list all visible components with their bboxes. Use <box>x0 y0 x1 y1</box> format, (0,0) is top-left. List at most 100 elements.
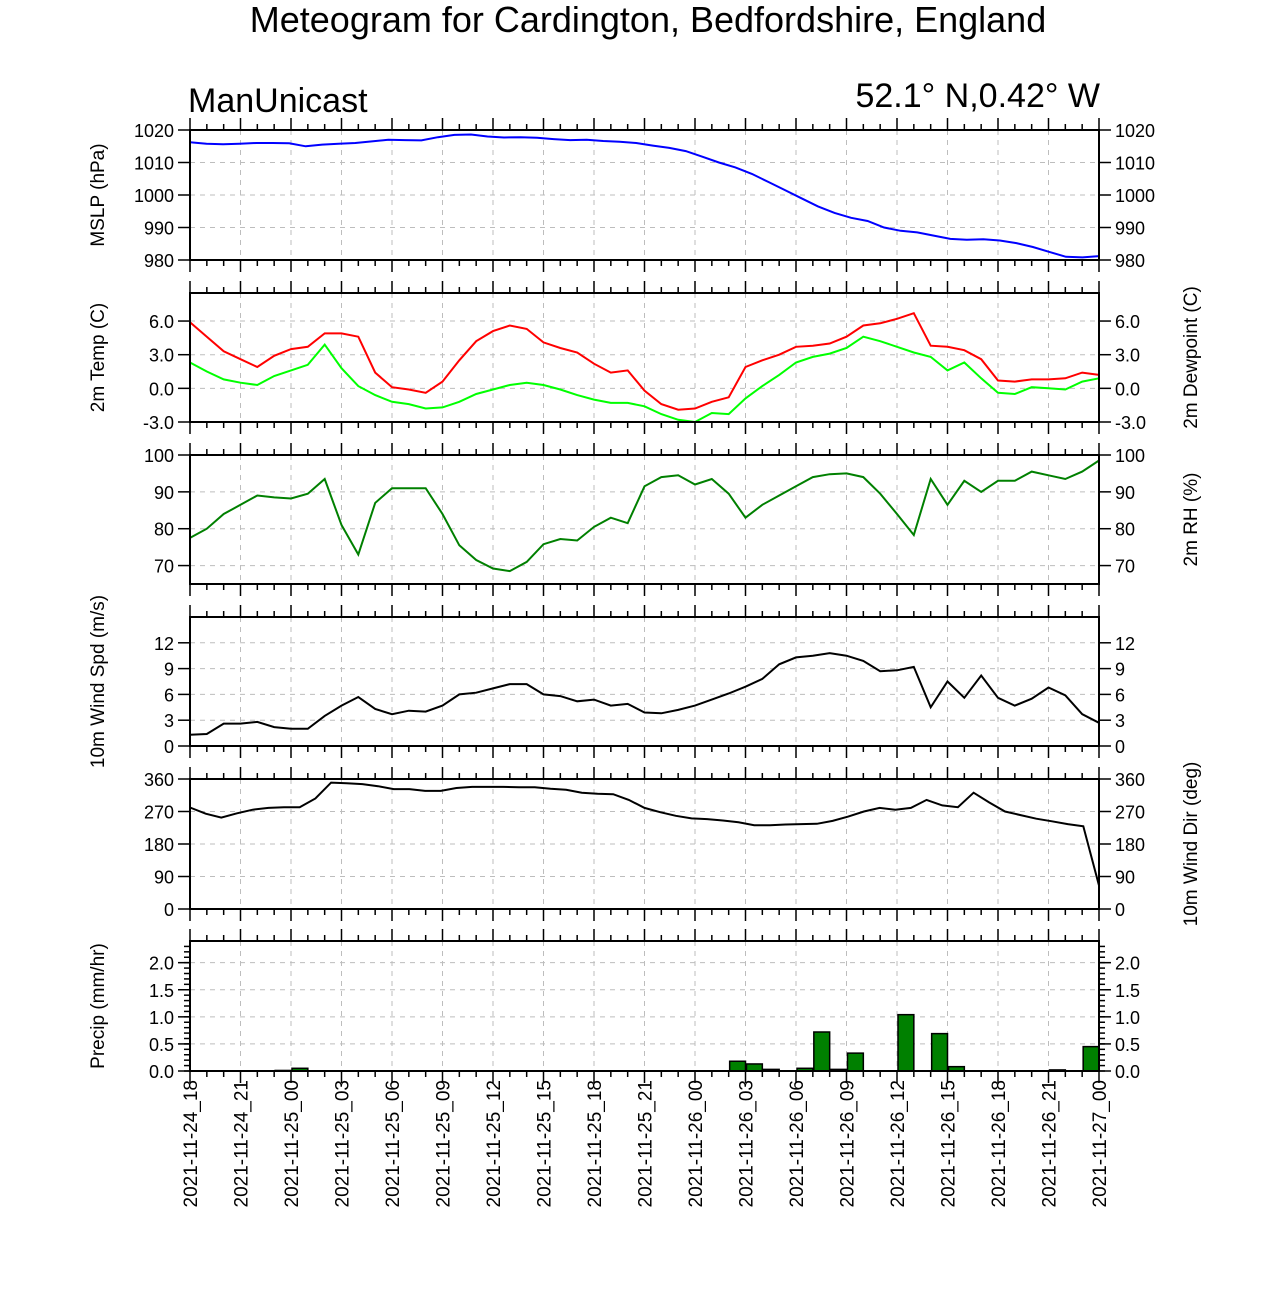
precip-bar <box>745 1063 764 1072</box>
y-tick-label-left: 360 <box>144 770 174 790</box>
precip-bar <box>930 1032 949 1072</box>
y-tick-label-left: 0.5 <box>149 1035 174 1055</box>
panel-frame <box>189 292 1100 423</box>
panel-frame <box>189 940 1100 1072</box>
x-tick-label: 2021-11-25_12 <box>484 1080 505 1207</box>
y-tick-label-right: 0.5 <box>1115 1035 1140 1055</box>
x-tick-label: 2021-11-26_03 <box>737 1080 758 1207</box>
x-tick-label: 2021-11-24_18 <box>181 1080 202 1207</box>
y-tick-label-left: 100 <box>144 446 174 466</box>
y-tick-label-right: 1.0 <box>1115 1008 1140 1028</box>
y-tick-label-left: -3.0 <box>143 413 174 433</box>
y-tick-label-right: 980 <box>1115 251 1145 271</box>
y-tick-label-right: 180 <box>1115 835 1145 855</box>
y-tick-label-right: 70 <box>1115 557 1135 577</box>
y-tick-label-right: -3.0 <box>1115 413 1146 433</box>
panel-wdir: 0 90 180 270 360 0 90 180 270 360 10m Wind Dir (de… <box>144 762 1202 927</box>
y-tick-label-right: 0.0 <box>1115 1062 1140 1082</box>
y-tick-label-right: 360 <box>1115 770 1145 790</box>
y-tick-label-left: 980 <box>144 251 174 271</box>
panel-wspd: 0 3 6 9 12 0 3 6 9 12 10m Wind Spd (m/s) <box>88 595 1135 768</box>
left-axis-label: MSLP (hPa) <box>88 143 109 246</box>
y-tick-label-left: 0.0 <box>149 1062 174 1082</box>
panel-rh: 70 80 90 100 70 80 90 100 2m RH (%) <box>144 443 1202 596</box>
x-tick-label: 2021-11-26_00 <box>686 1080 707 1207</box>
y-tick-label-right: 270 <box>1115 803 1145 823</box>
y-tick-label-right: 3 <box>1115 711 1125 731</box>
y-tick-label-right: 0 <box>1115 737 1125 757</box>
y-tick-label-left: 12 <box>154 634 174 654</box>
left-axis-label: 2m Temp (C) <box>88 303 109 412</box>
y-tick-label-right: 1.5 <box>1115 981 1140 1001</box>
series-line-rh <box>189 459 1100 573</box>
y-tick-label-right: 0 <box>1115 900 1125 920</box>
y-tick-label-left: 1000 <box>134 186 174 206</box>
x-tick-label: 2021-11-25_03 <box>333 1080 354 1207</box>
model-name: ManUnicast <box>188 82 368 120</box>
y-tick-label-left: 180 <box>144 835 174 855</box>
y-tick-label-left: 3 <box>164 711 174 731</box>
right-axis-label: 10m Wind Dir (deg) <box>1181 762 1202 927</box>
y-tick-label-left: 90 <box>154 483 174 503</box>
series-line-temp <box>189 311 1100 411</box>
x-tick-label: 2021-11-25_06 <box>383 1080 404 1207</box>
series-line-wspd <box>189 652 1100 736</box>
y-tick-label-left: 270 <box>144 803 174 823</box>
location-coordinates: 52.1° N,0.42° W <box>855 77 1100 115</box>
panel-mslp: 980 990 1000 1010 1020 980 990 1000 1010 1020 MSLP… <box>88 118 1155 272</box>
left-axis-label: 10m Wind Spd (m/s) <box>88 595 109 768</box>
x-tick-label: 2021-11-27_00 <box>1090 1080 1111 1207</box>
y-tick-label-left: 6 <box>164 685 174 705</box>
y-tick-label-left: 0.0 <box>149 379 174 399</box>
y-tick-label-left: 70 <box>154 557 174 577</box>
precip-bar <box>728 1060 747 1072</box>
y-tick-label-right: 0.0 <box>1115 379 1140 399</box>
x-tick-label: 2021-11-25_18 <box>585 1080 606 1207</box>
y-tick-label-left: 990 <box>144 219 174 239</box>
x-tick-label: 2021-11-26_06 <box>787 1080 808 1207</box>
x-tick-label: 2021-11-26_09 <box>838 1080 859 1207</box>
y-tick-label-left: 6.0 <box>149 312 174 332</box>
y-tick-label-right: 2.0 <box>1115 954 1140 974</box>
panel-temp: -3.0 0.0 3.0 6.0 -3.0 0.0 3.0 6.0 2m Temp (C) 2m … <box>88 281 1202 434</box>
precip-bar <box>846 1052 865 1072</box>
y-tick-label-right: 90 <box>1115 483 1135 503</box>
right-axis-label: 2m RH (%) <box>1181 473 1202 567</box>
y-tick-label-left: 1010 <box>134 154 174 174</box>
panel-frame <box>189 454 1100 585</box>
x-tick-label: 2021-11-25_09 <box>434 1080 455 1207</box>
x-tick-label: 2021-11-25_15 <box>535 1080 556 1207</box>
y-tick-label-left: 2.0 <box>149 954 174 974</box>
x-tick-label: 2021-11-26_12 <box>888 1080 909 1207</box>
y-tick-label-right: 80 <box>1115 520 1135 540</box>
precip-bar <box>897 1013 915 1072</box>
y-tick-label-right: 12 <box>1115 634 1135 654</box>
panel-frame <box>189 616 1100 747</box>
y-tick-label-left: 1.0 <box>149 1008 174 1028</box>
x-tick-label: 2021-11-25_00 <box>282 1080 303 1207</box>
series-line-mslp <box>189 133 1100 259</box>
y-tick-label-left: 80 <box>154 520 174 540</box>
y-tick-label-right: 6 <box>1115 685 1125 705</box>
y-tick-label-right: 1010 <box>1115 154 1155 174</box>
y-tick-label-left: 1.5 <box>149 981 174 1001</box>
time-axis: 2021-11-24_18 2021-11-24_21 2021-11-25_00 2… <box>181 1080 1111 1207</box>
right-axis-label: 2m Dewpoint (C) <box>1181 286 1202 429</box>
precip-bar <box>813 1031 831 1072</box>
panels: 980990100010101020980990100010101020MSLP… <box>88 118 1202 1083</box>
x-tick-label: 2021-11-26_18 <box>989 1080 1010 1207</box>
panel-precip: 0.0 0.5 1.0 1.5 2.0 0.0 0.5 1.0 1.5 2.0 Precip (mm… <box>88 929 1140 1083</box>
y-tick-label-right: 100 <box>1115 446 1145 466</box>
y-tick-label-right: 6.0 <box>1115 312 1140 332</box>
y-tick-label-left: 3.0 <box>149 346 174 366</box>
chart-title: Meteogram for Cardington, Bedfordshire, … <box>250 0 1046 40</box>
x-tick-label: 2021-11-24_21 <box>232 1080 253 1207</box>
y-tick-label-left: 0 <box>164 900 174 920</box>
y-tick-label-right: 1000 <box>1115 186 1155 206</box>
x-tick-label: 2021-11-25_21 <box>636 1080 657 1207</box>
series-line-temp <box>189 335 1100 424</box>
y-tick-label-left: 90 <box>154 868 174 888</box>
series-line-wdir <box>189 781 1100 886</box>
panel-frame <box>189 778 1100 910</box>
